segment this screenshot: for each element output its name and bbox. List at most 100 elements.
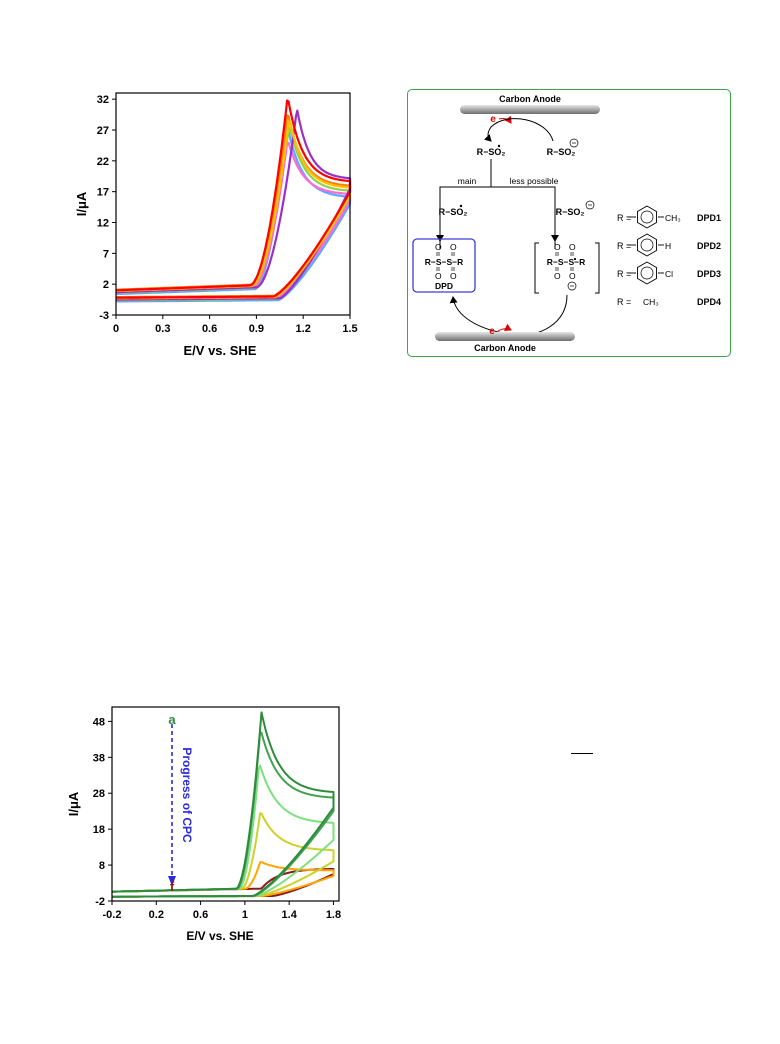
legend-substituent: CH₃ [665,213,681,223]
legend-compound-label: DPD3 [697,269,721,279]
cv-chart-cpc-progress: -0.2 0.2 0.6 1 1.4 1.8 -2 8 18 28 38 48 a f Progres… [66,706,341,943]
x-axis-label-2: E/V vs. SHE [186,929,253,943]
legend-substituent: CH₃ [643,297,659,307]
sulfonyl-radical: R−SO₂ [477,147,506,157]
y-tick-label: 2 [103,279,109,291]
radical-left: R−SO₂ [439,207,468,217]
progress-label: Progress of CPC [180,747,194,843]
cv-curve [111,731,335,898]
sulfinate-anion: R−SO₂ [547,147,576,157]
y-tick-label: 38 [93,752,105,764]
radical-right: R−SO₂ [556,207,585,217]
radical-dot [497,144,501,148]
mechanism-scheme: Carbon Anode e R−SO₂ R−SO₂ main less pos… [412,94,721,353]
main-path-label: main [458,176,477,186]
x-tick-label: 0.2 [149,909,164,921]
cv-curves-group-2 [111,711,335,898]
cv-curve [111,711,335,898]
axes-group-2: -0.2 0.2 0.6 1 1.4 1.8 -2 8 18 28 38 48 [93,716,341,921]
y-tick-label: 18 [93,824,105,836]
bracket-left [534,242,539,294]
electron-bottom: e [489,326,495,337]
stray-line [571,753,593,754]
y-tick-label: -3 [99,310,109,322]
carbon-anode-bottom [435,332,575,341]
y-tick-label: 17 [97,187,109,199]
benzene-ring-icon [637,205,657,229]
y-tick-label: 12 [97,218,109,230]
dpd-product-box [412,238,476,293]
x-tick-label: 0.3 [155,323,170,335]
cv-curve [116,130,352,303]
y-tick-label: 27 [97,125,109,137]
y-tick-label: 22 [97,156,109,168]
start-label-a: a [168,712,176,727]
x-tick-label: 0 [113,323,119,335]
y-tick-label: 7 [103,248,109,260]
legend-compound-label: DPD1 [697,213,721,223]
mechanism-scheme-frame [407,89,731,357]
legend-prefix: R = [617,297,631,307]
substituent-legend: R = CH₃ DPD1 R = H DPD2 R = Cl DPD3 R = CH₃ DPD4 [617,205,721,307]
benzene-ring-icon [637,233,657,257]
x-tick-label: 1.4 [282,909,298,921]
dpd-formula: R−S−S−R [425,257,464,267]
cv-curve [115,109,352,301]
progress-arrow-head [168,876,176,886]
legend-compound-label: DPD4 [697,297,721,307]
plot-frame-2 [111,706,340,902]
x-tick-label: 1 [242,909,248,921]
carbon-anode-top [460,105,600,114]
legend-prefix: R = [617,213,631,223]
branch-lines [439,186,556,249]
cv-curves-group [115,99,352,303]
oxygen-label: O [569,271,576,281]
negative-charge-icon-3 [567,281,577,291]
intermediate-formula: R−S−S−R [547,257,586,267]
x-tick-label: 1.2 [296,323,311,335]
oxygen-label: O [435,271,442,281]
dpd-label: DPD [435,281,453,291]
cv-curve [111,868,335,898]
electron-top: e [490,114,496,125]
cv-curve [115,141,352,301]
cv-curve [116,114,352,299]
oxygen-label: O [450,271,457,281]
x-tick-label: 1.8 [326,909,341,921]
x-tick-label: 0.9 [249,323,264,335]
y-tick-label: 8 [99,860,105,872]
y-tick-label: 28 [93,788,105,800]
x-axis-label: E/V vs. SHE [184,343,257,358]
legend-compound-label: DPD2 [697,241,721,251]
bracket-right [595,242,600,294]
x-tick-label: 0.6 [202,323,217,335]
cv-curve [115,126,352,302]
anode-top-label: Carbon Anode [499,94,561,104]
legend-substituent: Cl [665,269,673,279]
electron-arrow-bottom [497,323,512,332]
plot-frame [115,92,351,316]
legend-substituent: H [665,241,671,251]
oxygen-label: O [450,242,457,252]
oxidation-arc [483,118,554,142]
x-tick-label: 1.5 [342,323,357,335]
negative-charge-icon [569,138,579,148]
y-axis-label: I/μA [74,191,89,216]
anode-bottom-label: Carbon Anode [474,343,536,353]
oxygen-label: O [554,242,561,252]
oxygen-label: O [554,271,561,281]
y-tick-label: -2 [95,896,105,908]
y-tick-label: 48 [93,716,105,728]
x-tick-label: 0.6 [193,909,208,921]
legend-prefix: R = [617,269,631,279]
benzene-ring-icon [637,261,657,285]
y-tick-label: 32 [97,94,109,106]
cv-curve [116,99,352,299]
oxygen-label: O [569,242,576,252]
less-possible-label: less possible [510,176,559,186]
y-axis-label-2: I/μA [66,791,81,816]
oxygen-label: O [435,242,442,252]
negative-charge-icon-2 [585,200,595,210]
